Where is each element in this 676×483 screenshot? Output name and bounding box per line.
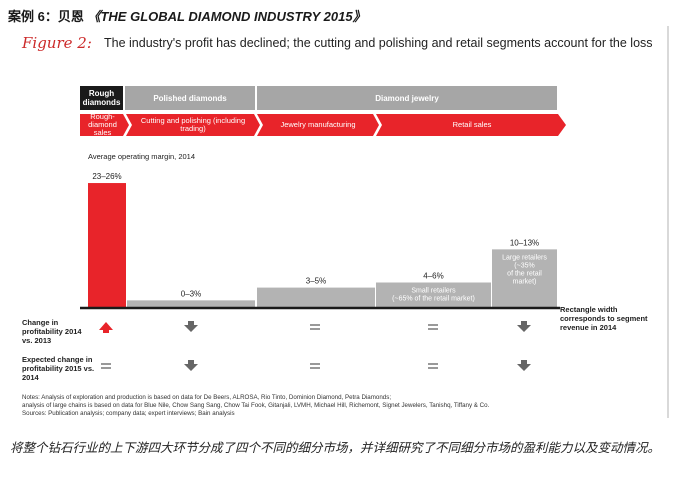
expected-change-equal-icon (428, 367, 438, 369)
note-line: Sources: Publication analysis; company d… (22, 410, 235, 417)
bar-note-text: (~35% (514, 262, 534, 269)
bar-note-text: (~65% of the retail market) (392, 296, 475, 303)
bar-value-label: 10–13% (510, 238, 539, 247)
segment-diamond-jewelry: Diamond jewelry (257, 86, 557, 110)
expected-change-equal-icon (101, 363, 111, 365)
width-note: Rectangle width corresponds to segment r… (560, 305, 648, 332)
note-line: Notes: Analysis of exploration and produ… (22, 394, 392, 401)
expected-change-equal-icon (428, 363, 438, 365)
bar-value-label: 3–5% (306, 277, 326, 286)
chart-title: Average operating margin, 2014 (88, 152, 196, 161)
bar-note-text: Small retailers (411, 288, 456, 295)
bar-value-label: 0–3% (181, 289, 201, 298)
bar-5 (492, 249, 557, 308)
bar-note-text: Large retailers (502, 254, 547, 261)
change-2014-label: Change in profitability 2014 vs. 2013 (22, 318, 82, 345)
expected-change-down-arrow-icon (184, 360, 198, 371)
figure-label: Figure 2: (22, 34, 92, 52)
stage-retail-sales: Retail sales (452, 120, 492, 129)
change-2014-down-arrow-icon (517, 321, 531, 332)
change-2014-equal-icon (310, 324, 320, 326)
value-chain-chevrons (80, 114, 566, 136)
notes-block: Notes: Analysis of exploration and produ… (22, 394, 662, 418)
bar-3 (257, 287, 375, 308)
chevron-retail (376, 114, 566, 136)
expected-change-equal-icon (101, 367, 111, 369)
change-2014-equal-icon (428, 328, 438, 330)
expected-change-label: Expected change in profitability 2015 vs… (22, 355, 95, 382)
stage-cutting-polishing: Cutting and polishing (including trading… (140, 116, 246, 133)
bar-note-text: market) (513, 278, 537, 285)
bar-4 (376, 282, 491, 308)
stage-jewelry-manufacturing: Jewelry manufacturing (280, 120, 356, 129)
caption: 将整个钻石行业的上下游四大环节分成了四个不同的细分市场，并详细研究了不同细分市场… (10, 441, 661, 455)
bar-value-label: 23–26% (92, 172, 121, 181)
expected-change-equal-icon (310, 363, 320, 365)
chevron-cutting (126, 114, 260, 136)
page-edge (667, 26, 669, 418)
header-title: 《THE GLOBAL DIAMOND INDUSTRY 2015》 (87, 9, 366, 24)
stage-rough-sales: Rough-diamond sales (88, 112, 117, 137)
segment-polished-diamonds: Polished diamonds (125, 86, 255, 110)
chevron-manufacturing (257, 114, 379, 136)
change-2014-up-arrow-icon (99, 322, 113, 333)
change-2014-equal-icon (428, 324, 438, 326)
bar-value-label: 4–6% (423, 272, 443, 281)
note-line: analysis of large chains is based on dat… (22, 402, 490, 409)
article-header: 案例 6：贝恩 《THE GLOBAL DIAMOND INDUSTRY 201… (8, 6, 366, 25)
segment-rough-diamonds: Rough diamonds (80, 86, 123, 110)
bar-1 (88, 183, 126, 308)
expected-change-equal-icon (310, 367, 320, 369)
change-2014-down-arrow-icon (184, 321, 198, 332)
figure-title: The industry's profit has declined; the … (104, 36, 653, 50)
bar-note-text: of the retail (507, 270, 542, 277)
header-prefix: 案例 6：贝恩 (8, 9, 84, 24)
bar-2 (127, 300, 255, 308)
expected-change-down-arrow-icon (517, 360, 531, 371)
chevron-rough (80, 114, 129, 136)
change-2014-equal-icon (310, 328, 320, 330)
